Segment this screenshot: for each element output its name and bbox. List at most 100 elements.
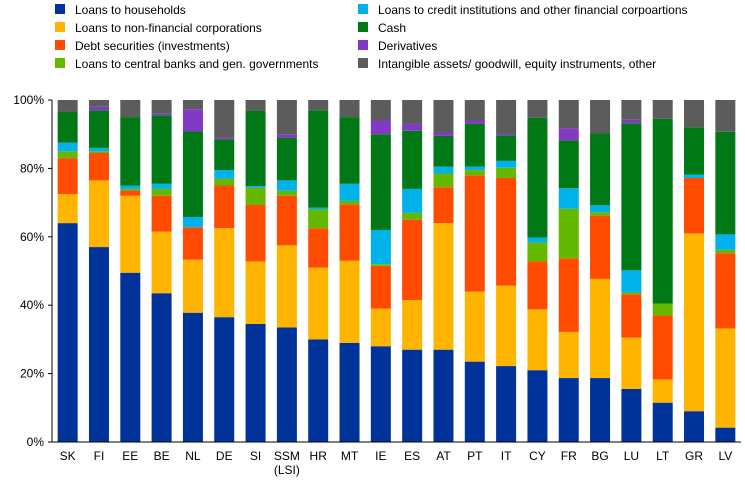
bar-segment-derivatives	[433, 132, 454, 136]
bar-segment-loans-to-non-financial-corporations	[621, 337, 642, 389]
bar-segment-loans-to-non-financial-corporations	[120, 195, 141, 273]
x-tick-label: SI	[250, 449, 261, 463]
bar-segment-loans-to-households	[370, 346, 391, 442]
bar-segment-loans-to-non-financial-corporations	[57, 194, 78, 224]
bar-segment-debt-securities-investments	[151, 195, 172, 232]
bar-segment-loans-to-non-financial-corporations	[88, 180, 109, 248]
bar-segment-debt-securities-investments	[339, 204, 360, 261]
bar-segment-intangible-assets-goodwill-equity-instruments-other	[558, 100, 579, 129]
bar-segment-cash	[214, 139, 235, 171]
bar-segment-loans-to-central-banks-and-gen-governments	[339, 200, 360, 205]
bar-de	[214, 100, 235, 442]
bar-segment-debt-securities-investments	[276, 195, 297, 246]
x-tick-label: CY	[529, 449, 546, 463]
bar-segment-intangible-assets-goodwill-equity-instruments-other	[527, 100, 548, 118]
bar-segment-loans-to-non-financial-corporations	[151, 231, 172, 294]
bar-segment-debt-securities-investments	[88, 153, 109, 181]
bar-segment-loans-to-central-banks-and-gen-governments	[464, 170, 485, 176]
bar-si	[245, 100, 266, 442]
bar-segment-cash	[88, 110, 109, 148]
bar-segment-loans-to-central-banks-and-gen-governments	[402, 212, 423, 220]
bar-ie	[370, 100, 391, 442]
bar-segment-cash	[402, 130, 423, 189]
bar-segment-intangible-assets-goodwill-equity-instruments-other	[496, 100, 517, 134]
bar-segment-debt-securities-investments	[370, 265, 391, 309]
y-tick-label: 60%	[20, 230, 44, 244]
bar-segment-loans-to-households	[590, 378, 611, 442]
legend-item-cash: Cash	[358, 21, 406, 35]
legend-swatch	[55, 4, 65, 14]
bar-segment-loans-to-non-financial-corporations	[182, 259, 203, 313]
bar-segment-derivatives	[558, 128, 579, 141]
bar-segment-cash	[558, 140, 579, 189]
bar-lu	[621, 100, 642, 442]
bar-segment-loans-to-households	[402, 349, 423, 442]
bar-segment-loans-to-central-banks-and-gen-governments	[590, 212, 611, 216]
bar-segment-cash	[433, 135, 454, 167]
bar-segment-loans-to-central-banks-and-gen-governments	[715, 249, 736, 254]
bar-segment-loans-to-credit-institutions-and-other-financial-corpoartions	[245, 186, 266, 188]
legend-item-derivatives: Derivatives	[358, 39, 437, 53]
bar-segment-intangible-assets-goodwill-equity-instruments-other	[245, 100, 266, 111]
y-tick-label: 20%	[20, 367, 44, 381]
bar-segment-debt-securities-investments	[496, 177, 517, 286]
bar-segment-loans-to-credit-institutions-and-other-financial-corpoartions	[339, 183, 360, 201]
bar-fi	[88, 100, 109, 442]
bar-segment-loans-to-credit-institutions-and-other-financial-corpoartions	[527, 237, 548, 243]
bar-segment-cash	[590, 133, 611, 206]
bar-segment-loans-to-central-banks-and-gen-governments	[276, 190, 297, 196]
x-tick-label: LT	[656, 449, 670, 463]
bar-segment-loans-to-households	[715, 427, 736, 442]
x-tick-label: LU	[624, 449, 639, 463]
bar-segment-intangible-assets-goodwill-equity-instruments-other	[339, 100, 360, 118]
bar-segment-intangible-assets-goodwill-equity-instruments-other	[182, 100, 203, 110]
bar-segment-cash	[57, 111, 78, 143]
bar-segment-cash	[120, 117, 141, 186]
legend-swatch	[55, 40, 65, 50]
bar-be	[151, 100, 172, 442]
bar-segment-loans-to-households	[652, 402, 673, 442]
bar-segment-loans-to-central-banks-and-gen-governments	[308, 209, 329, 229]
x-tick-label: BG	[591, 449, 608, 463]
bar-it	[496, 100, 517, 442]
bar-segment-loans-to-credit-institutions-and-other-financial-corpoartions	[433, 166, 454, 174]
bar-segment-loans-to-households	[433, 349, 454, 442]
bar-segment-loans-to-central-banks-and-gen-governments	[433, 173, 454, 188]
bar-segment-debt-securities-investments	[308, 228, 329, 268]
legend-swatch	[55, 58, 65, 68]
bar-segment-loans-to-credit-institutions-and-other-financial-corpoartions	[276, 180, 297, 191]
bar-segment-loans-to-households	[245, 324, 266, 442]
bar-segment-loans-to-credit-institutions-and-other-financial-corpoartions	[590, 205, 611, 213]
bar-segment-derivatives	[496, 133, 517, 136]
bar-segment-loans-to-credit-institutions-and-other-financial-corpoartions	[57, 142, 78, 152]
x-tick-label: AT	[436, 449, 451, 463]
bar-segment-loans-to-non-financial-corporations	[496, 285, 517, 367]
legend-item-debt-securities-investments: Debt securities (investments)	[55, 39, 230, 53]
bar-segment-loans-to-households	[308, 339, 329, 442]
bars	[57, 100, 736, 442]
bar-segment-loans-to-credit-institutions-and-other-financial-corpoartions	[120, 185, 141, 189]
bar-segment-debt-securities-investments	[214, 185, 235, 229]
bar-segment-loans-to-non-financial-corporations	[527, 309, 548, 371]
bar-segment-loans-to-central-banks-and-gen-governments	[621, 292, 642, 295]
bar-segment-loans-to-central-banks-and-gen-governments	[88, 151, 109, 154]
bar-segment-loans-to-households	[684, 411, 705, 442]
bar-segment-derivatives	[464, 120, 485, 124]
legend-item-loans-to-non-financial-corporations: Loans to non-financial corporations	[55, 21, 262, 35]
legend-swatch	[358, 58, 368, 68]
bar-at	[433, 100, 454, 442]
bar-segment-loans-to-credit-institutions-and-other-financial-corpoartions	[621, 270, 642, 293]
bar-ee	[120, 100, 141, 442]
bar-segment-cash	[527, 117, 548, 238]
bar-segment-loans-to-credit-institutions-and-other-financial-corpoartions	[464, 166, 485, 171]
bar-segment-loans-to-central-banks-and-gen-governments	[652, 303, 673, 316]
x-tick-label: LV	[718, 449, 732, 463]
bar-segment-loans-to-households	[527, 370, 548, 442]
bar-segment-intangible-assets-goodwill-equity-instruments-other	[402, 100, 423, 124]
bar-segment-debt-securities-investments	[527, 261, 548, 310]
x-tick-label: IE	[375, 449, 386, 463]
x-tick-label: ES	[404, 449, 420, 463]
bar-segment-cash	[464, 123, 485, 167]
bar-segment-loans-to-central-banks-and-gen-governments	[245, 187, 266, 205]
bar-segment-loans-to-households	[339, 342, 360, 442]
